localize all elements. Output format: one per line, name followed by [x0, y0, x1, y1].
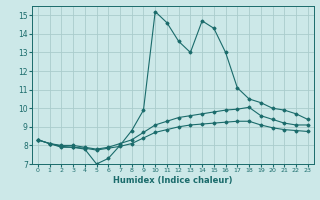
X-axis label: Humidex (Indice chaleur): Humidex (Indice chaleur) — [113, 176, 233, 185]
